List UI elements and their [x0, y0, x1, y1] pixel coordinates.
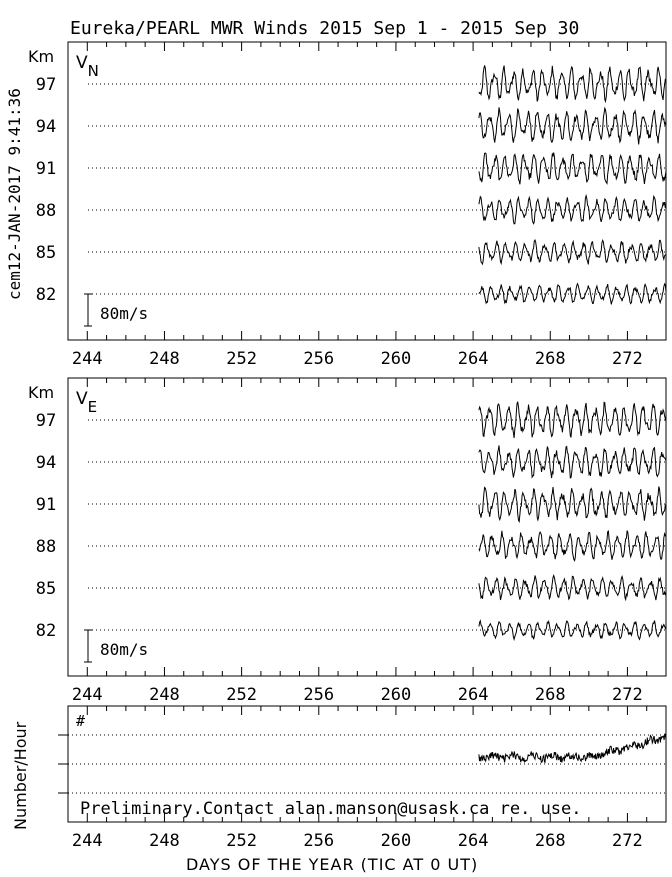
panel-ve-scale-bar: 80m/s: [84, 629, 148, 663]
panel-vn-altitude-labels: 97 94 91 88 85 82: [36, 75, 56, 305]
x-tick-label: 244: [72, 349, 103, 369]
x-tick-label: 260: [381, 349, 412, 369]
panel-ve-x-ticks: 244 248 252 256 260 264 268 272: [67, 378, 667, 705]
panel-vn-unit-label: Km: [28, 47, 54, 66]
altitude-label: 94: [36, 453, 56, 473]
panel-count-y-label: Number/Hour: [11, 721, 30, 830]
x-axis-title: DAYS OF THE YEAR (TIC AT 0 UT): [186, 855, 478, 874]
panel-count-label: #: [76, 712, 85, 730]
scale-bar-label: 80m/s: [100, 304, 148, 323]
count-series: [478, 733, 667, 764]
wind-series-82km: [478, 282, 667, 305]
x-tick-label: 252: [226, 831, 257, 851]
panel-count-x-ticks: 244 248 252 256 260 264 268 272: [67, 706, 667, 851]
x-tick-label: 244: [72, 685, 103, 705]
x-tick-label: 272: [612, 349, 643, 369]
panel-count-series: [478, 733, 667, 764]
panel-ve-label-main: V: [76, 389, 88, 409]
altitude-label: 82: [36, 285, 56, 305]
x-tick-label: 252: [226, 349, 257, 369]
panel-count-grid: [58, 734, 666, 794]
altitude-label: 88: [36, 537, 56, 557]
altitude-label: 91: [36, 159, 56, 179]
x-tick-label: 260: [381, 685, 412, 705]
wind-series-88km: [478, 193, 667, 225]
panel-vn-frame: [67, 41, 667, 341]
altitude-label: 94: [36, 117, 56, 137]
altitude-label: 97: [36, 75, 56, 95]
x-tick-label: 248: [149, 349, 180, 369]
altitude-label: 85: [36, 243, 56, 263]
altitude-label: 97: [36, 411, 56, 431]
x-tick-label: 264: [458, 349, 489, 369]
panel-ve-series: [478, 401, 667, 642]
x-tick-label: 260: [381, 831, 412, 851]
x-tick-label: 264: [458, 831, 489, 851]
scale-bar-label: 80m/s: [100, 640, 148, 659]
panel-vn-series: [478, 65, 667, 305]
panel-ve-altitude-labels: 97 94 91 88 85 82: [36, 411, 56, 641]
wind-series-94km: [478, 445, 667, 479]
altitude-label: 85: [36, 579, 56, 599]
wind-series-94km: [478, 106, 667, 145]
x-tick-label: 248: [149, 831, 180, 851]
x-tick-label: 248: [149, 685, 180, 705]
altitude-label: 82: [36, 621, 56, 641]
panel-vn-label-main: V: [76, 53, 88, 73]
panel-ve-unit-label: Km: [28, 383, 54, 402]
panel-ve-label: VE: [76, 389, 97, 416]
x-tick-label: 268: [535, 349, 566, 369]
altitude-label: 91: [36, 495, 56, 515]
panel-vn-grid: [88, 83, 666, 295]
wind-series-85km: [478, 238, 667, 266]
panel-vn: Km VN 97 94 91 88 85 82 80m/s 244 248 252 256 260…: [28, 41, 667, 369]
x-tick-label: 272: [612, 831, 643, 851]
x-tick-label: 268: [535, 831, 566, 851]
panel-vn-scale-bar: 80m/s: [84, 293, 148, 327]
panel-ve-grid: [88, 419, 666, 631]
wind-series-91km: [478, 152, 667, 185]
x-tick-label: 268: [535, 685, 566, 705]
x-tick-label: 264: [458, 685, 489, 705]
panel-vn-label-sub: N: [88, 62, 99, 80]
x-tick-label: 244: [72, 831, 103, 851]
chart-title: Eureka/PEARL MWR Winds 2015 Sep 1 - 2015…: [70, 18, 579, 39]
x-tick-label: 256: [303, 831, 334, 851]
x-tick-label: 256: [303, 685, 334, 705]
x-tick-label: 252: [226, 685, 257, 705]
wind-series-97km: [478, 65, 667, 104]
wind-series-88km: [478, 530, 667, 562]
panel-count: # Number/Hour Preliminary.Contact alan.m…: [11, 705, 667, 851]
panel-vn-label: VN: [76, 53, 99, 80]
timestamp-label: cem12-JAN-2017 9:41:36: [5, 88, 24, 300]
altitude-label: 88: [36, 201, 56, 221]
panel-ve-frame: [67, 377, 667, 677]
panel-ve: Km VE 97 94 91 88 85 82 80m/s 244 248 252 256 260…: [28, 377, 667, 705]
panel-vn-x-ticks: 244 248 252 256 260 264 268 272: [67, 42, 667, 369]
wind-series-91km: [478, 486, 667, 524]
wind-series-82km: [478, 619, 667, 642]
x-tick-label: 256: [303, 349, 334, 369]
wind-series-85km: [478, 573, 667, 602]
wind-series-97km: [478, 401, 667, 439]
footer-note: Preliminary.Contact alan.manson@usask.ca…: [80, 799, 582, 819]
panel-ve-label-sub: E: [88, 398, 97, 416]
x-tick-label: 272: [612, 685, 643, 705]
